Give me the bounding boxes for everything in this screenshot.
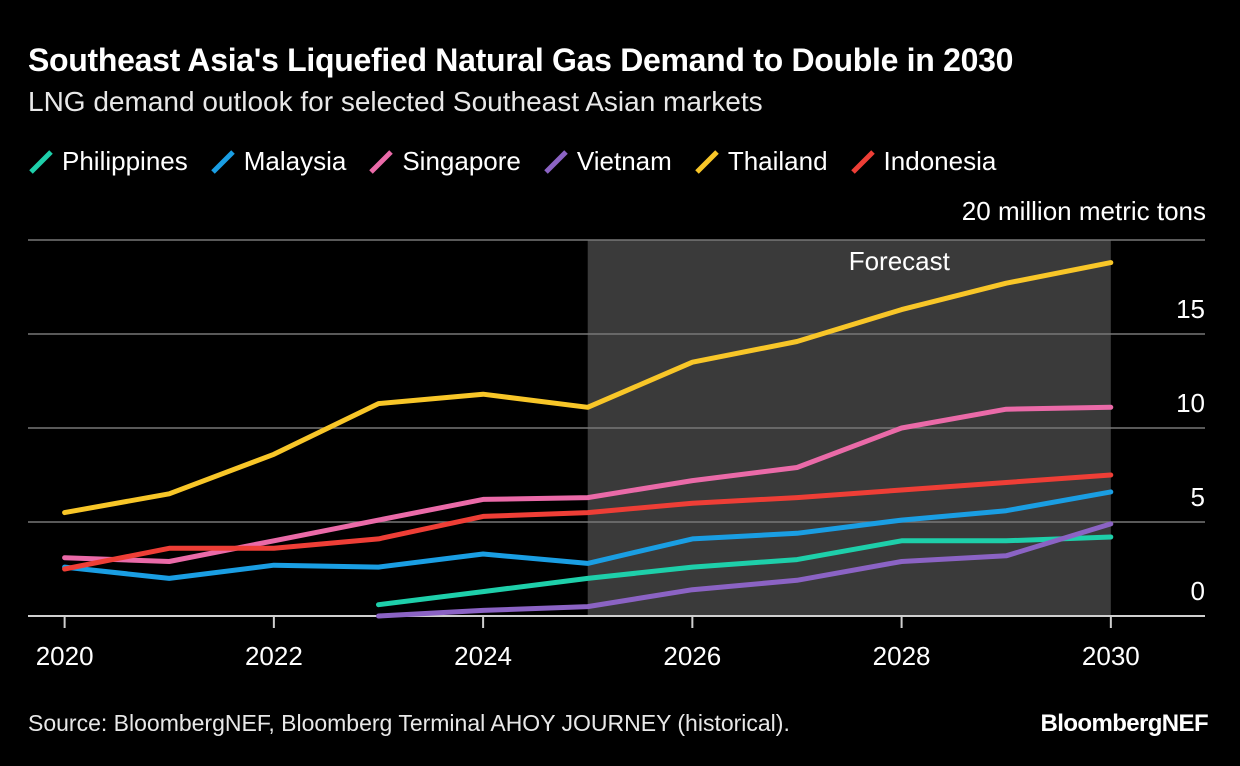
legend-swatch-indonesia	[850, 149, 875, 174]
x-tick-label-2030: 2030	[1082, 641, 1140, 671]
y-tick-label-5: 5	[1191, 482, 1205, 512]
y-tick-label-10: 10	[1176, 388, 1205, 418]
legend-item-malaysia: Malaysia	[210, 146, 347, 177]
legend-item-philippines: Philippines	[28, 146, 188, 177]
x-tick-label-2024: 2024	[454, 641, 512, 671]
legend-label-indonesia: Indonesia	[883, 146, 997, 176]
series-line-vietnam	[376, 521, 1114, 619]
legend-swatch-philippines	[29, 149, 53, 174]
legend-item-indonesia: Indonesia	[850, 146, 997, 177]
legend-item-singapore: Singapore	[368, 146, 521, 177]
legend-label-vietnam: Vietnam	[576, 146, 672, 176]
forecast-label: Forecast	[849, 246, 951, 276]
x-tick-label-2026: 2026	[663, 641, 721, 671]
legend-label-singapore: Singapore	[402, 146, 521, 176]
chart-subtitle: LNG demand outlook for selected Southeas…	[28, 86, 763, 117]
legend-item-thailand: Thailand	[694, 146, 828, 177]
series-line-thailand	[62, 260, 1114, 516]
source-note: Source: BloombergNEF, Bloomberg Terminal…	[28, 710, 790, 736]
legend: Philippines Malaysia Singapore Vietnam T…	[28, 146, 1018, 177]
legend-label-thailand: Thailand	[727, 146, 828, 176]
legend-item-vietnam: Vietnam	[543, 146, 672, 177]
series-line-philippines	[376, 534, 1114, 608]
x-tick-label-2028: 2028	[873, 641, 931, 671]
legend-swatch-vietnam	[544, 149, 568, 174]
legend-label-malaysia: Malaysia	[243, 146, 347, 176]
x-tick-label-2020: 2020	[36, 641, 94, 671]
y-axis-unit-label: 20 million metric tons	[961, 196, 1206, 226]
y-tick-label-0: 0	[1191, 576, 1205, 606]
series-line-indonesia	[62, 472, 1114, 572]
legend-label-philippines: Philippines	[62, 146, 188, 176]
y-tick-label-15: 15	[1176, 294, 1205, 324]
brand-logo: BloombergNEF	[1040, 710, 1209, 737]
legend-swatch-malaysia	[210, 149, 235, 174]
chart-title: Southeast Asia's Liquefied Natural Gas D…	[28, 42, 1014, 78]
legend-swatch-thailand	[695, 149, 719, 174]
legend-swatch-singapore	[369, 149, 394, 174]
series-line-malaysia	[62, 489, 1114, 581]
x-tick-label-2022: 2022	[245, 641, 303, 671]
